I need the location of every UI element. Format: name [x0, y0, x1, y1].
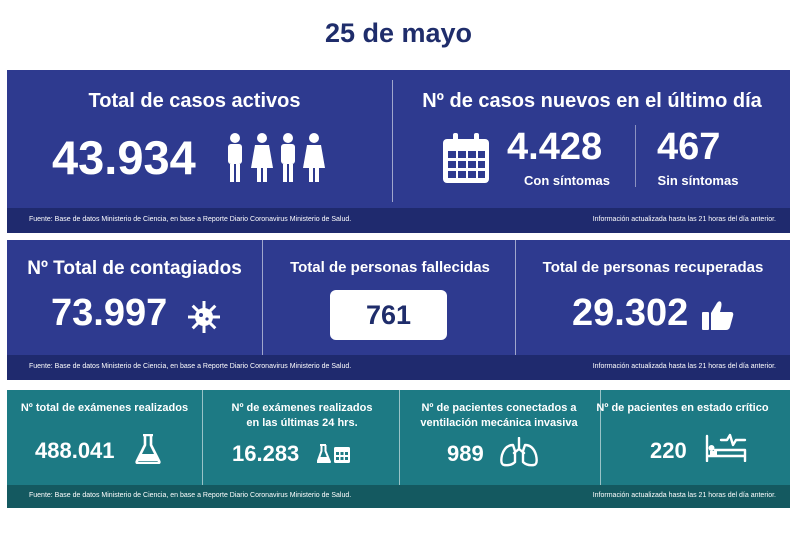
row2-divider-2 [515, 240, 516, 355]
new-cases-with-symptoms-label: Con síntomas [524, 173, 610, 188]
hospital-bed-icon [705, 433, 747, 462]
row1-footer: Fuente: Base de datos Ministerio de Cien… [7, 208, 790, 233]
new-cases-label: Nº de casos nuevos en el último día [422, 90, 762, 112]
total-deceased-value: 761 [365, 300, 412, 330]
row3-divider-1 [202, 390, 203, 485]
row2-footer: Fuente: Base de datos Ministerio de Cien… [7, 355, 790, 380]
row1-footer-source: Fuente: Base de datos Ministerio de Cien… [29, 216, 352, 223]
tests-patients-panel: Nº total de exámenes realizados 488.041 … [7, 390, 790, 508]
virus-icon [188, 301, 220, 333]
new-cases-without-symptoms-label: Sin síntomas [657, 173, 739, 188]
flask-calendar-icon [317, 444, 350, 463]
row1-divider [392, 80, 393, 202]
new-cases-without-symptoms-value: 467 [657, 126, 721, 168]
ventilation-value: 989 [447, 441, 484, 466]
tests-24h-label-line2: en las últimas 24 hrs. [246, 417, 358, 429]
date-title: 25 de mayo [324, 18, 473, 48]
total-tests-label: Nº total de exámenes realizados [20, 402, 189, 414]
critical-patients-value: 220 [650, 438, 687, 463]
calendar-icon [443, 133, 489, 183]
row3-divider-2 [399, 390, 400, 485]
ventilation-label-line1: Nº de pacientes conectados a [421, 402, 577, 414]
new-cases-divider [635, 125, 636, 187]
thumbs-up-icon [702, 301, 734, 330]
row1-footer-update: Información actualizada hasta las 21 hor… [592, 216, 776, 223]
lungs-icon [500, 437, 538, 467]
tests-24h-value: 16.283 [232, 441, 300, 466]
flask-icon [135, 434, 161, 464]
row2-divider-1 [262, 240, 263, 355]
active-new-cases-panel: Total de casos activos 43.934 Nº de caso… [7, 70, 790, 233]
total-tests-value: 488.041 [35, 438, 115, 463]
active-cases-label: Total de casos activos [88, 90, 301, 112]
total-infected-label: Nº Total de contagiados [27, 258, 242, 279]
row3-footer-update: Información actualizada hasta las 21 hor… [592, 492, 776, 499]
new-cases-with-symptoms-value: 4.428 [507, 126, 603, 168]
row2-footer-source: Fuente: Base de datos Ministerio de Cien… [29, 363, 352, 370]
row3-divider-3 [600, 390, 601, 485]
row3-footer-source: Fuente: Base de datos Ministerio de Cien… [29, 492, 352, 499]
row3-footer: Fuente: Base de datos Ministerio de Cien… [7, 485, 790, 508]
total-deceased-box: 761 [330, 290, 447, 340]
tests-24h-label-line1: Nº de exámenes realizados [231, 402, 373, 414]
ventilation-label-line2: ventilación mecánica invasiva [420, 417, 578, 429]
total-recovered-label: Total de personas recuperadas [542, 259, 764, 276]
critical-patients-label: Nº de pacientes en estado crítico [596, 402, 769, 414]
active-cases-value: 43.934 [52, 131, 196, 184]
totals-panel: Nº Total de contagiados 73.997 Total de … [7, 240, 790, 380]
people-icon [228, 133, 325, 182]
total-deceased-label: Total de personas fallecidas [290, 259, 490, 276]
row2-footer-update: Información actualizada hasta las 21 hor… [592, 363, 776, 370]
total-infected-value: 73.997 [51, 292, 168, 334]
total-recovered-value: 29.302 [572, 292, 689, 334]
